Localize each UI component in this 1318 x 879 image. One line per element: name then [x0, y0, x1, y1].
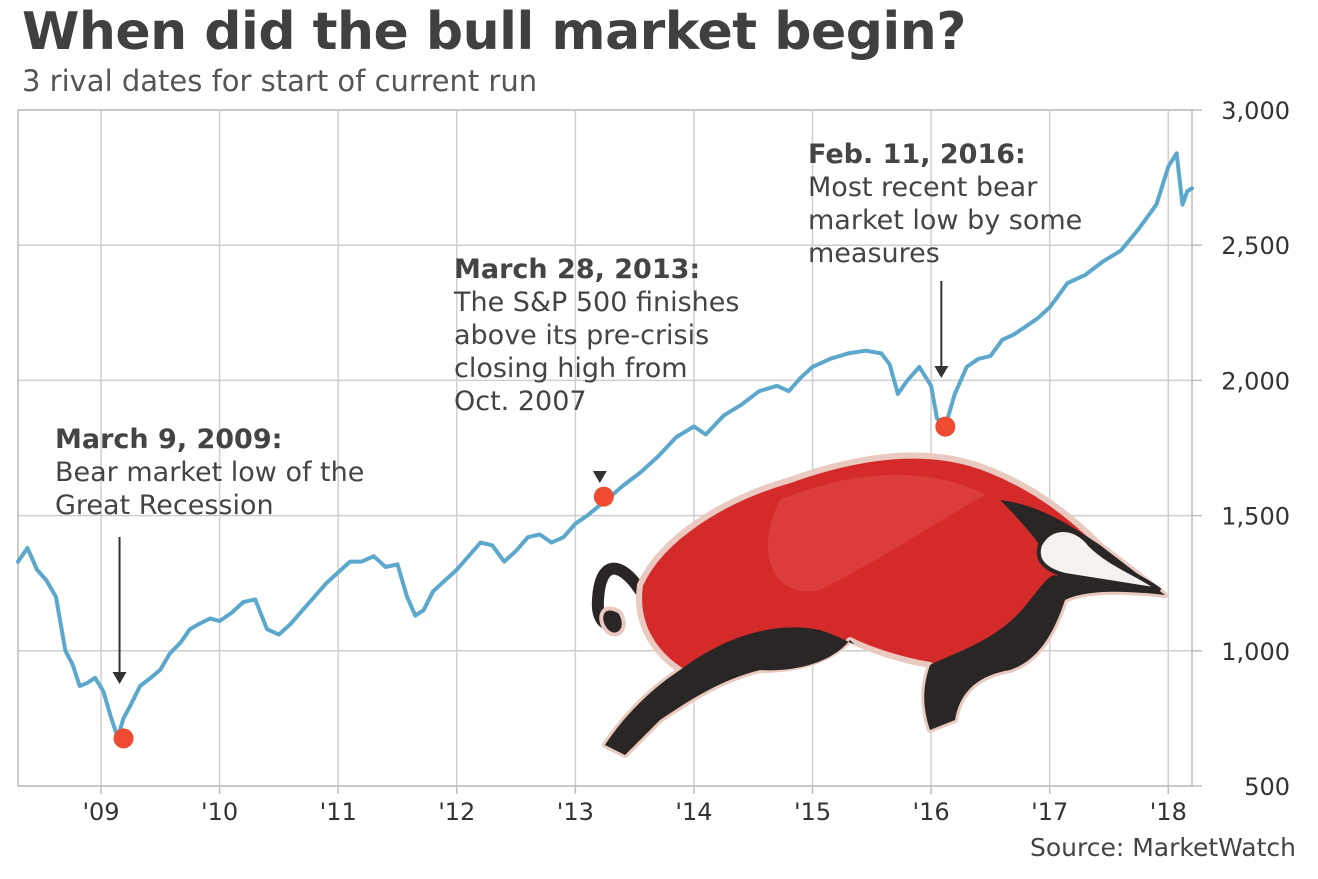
source-note: Source: MarketWatch: [1029, 833, 1296, 862]
x-tick-label: '16: [913, 798, 950, 826]
bull-illustration: [591, 452, 1168, 758]
annotation-text: Great Recession: [55, 490, 274, 521]
x-tick-label: '13: [557, 798, 594, 826]
y-axis: 500 1,000 1,500 2,000 2,500 3,000: [1192, 97, 1290, 801]
event-marker: [935, 416, 956, 437]
annotation-heading: Feb. 11, 2016:: [808, 139, 1026, 170]
y-tick-label: 2,000: [1221, 367, 1290, 395]
x-axis: '09 '10 '11 '12 '13 '14 '15 '16 '17 '18: [82, 786, 1187, 826]
y-tick-label: 3,000: [1221, 97, 1290, 125]
x-tick-label: '15: [794, 798, 831, 826]
annotation-text: Oct. 2007: [454, 386, 587, 417]
annotation-text: Most recent bear: [808, 172, 1038, 203]
y-tick-label: 1,000: [1221, 638, 1290, 666]
chart-subtitle: 3 rival dates for start of current run: [22, 64, 538, 98]
annotation-text: above its pre-crisis: [454, 320, 709, 351]
annotation-text: market low by some: [808, 205, 1082, 236]
event-marker: [113, 728, 134, 749]
sp500-series-line: [16, 151, 1194, 740]
x-tick-label: '11: [320, 798, 357, 826]
annotation-heading: March 9, 2009:: [55, 424, 282, 455]
annotation-arrow-head: [112, 672, 127, 684]
x-tick-label: '09: [82, 798, 119, 826]
y-tick-label: 500: [1244, 773, 1290, 801]
annotations: March 9, 2009:Bear market low of theGrea…: [55, 139, 1082, 521]
annotation-text: measures: [808, 238, 940, 269]
markers: [113, 416, 956, 749]
annotation-heading: March 28, 2013:: [454, 254, 700, 285]
x-tick-label: '12: [438, 798, 475, 826]
plot-frame: [17, 109, 1193, 787]
chart-title: When did the bull market begin?: [22, 2, 966, 62]
annotation-arrows: [112, 281, 949, 684]
annotation-text: closing high from: [454, 353, 688, 384]
y-tick-label: 2,500: [1221, 232, 1290, 260]
event-marker: [593, 486, 614, 507]
x-tick-label: '18: [1150, 798, 1187, 826]
annotation-arrow-head: [592, 471, 607, 483]
annotation-text: Bear market low of the: [55, 457, 364, 488]
series-path: [16, 151, 1194, 740]
x-tick-label: '10: [201, 798, 238, 826]
x-tick-label: '14: [675, 798, 712, 826]
y-tick-label: 1,500: [1221, 503, 1290, 531]
annotation-arrow-head: [934, 366, 949, 378]
annotation-text: The S&P 500 finishes: [453, 287, 739, 318]
x-tick-label: '17: [1031, 798, 1068, 826]
